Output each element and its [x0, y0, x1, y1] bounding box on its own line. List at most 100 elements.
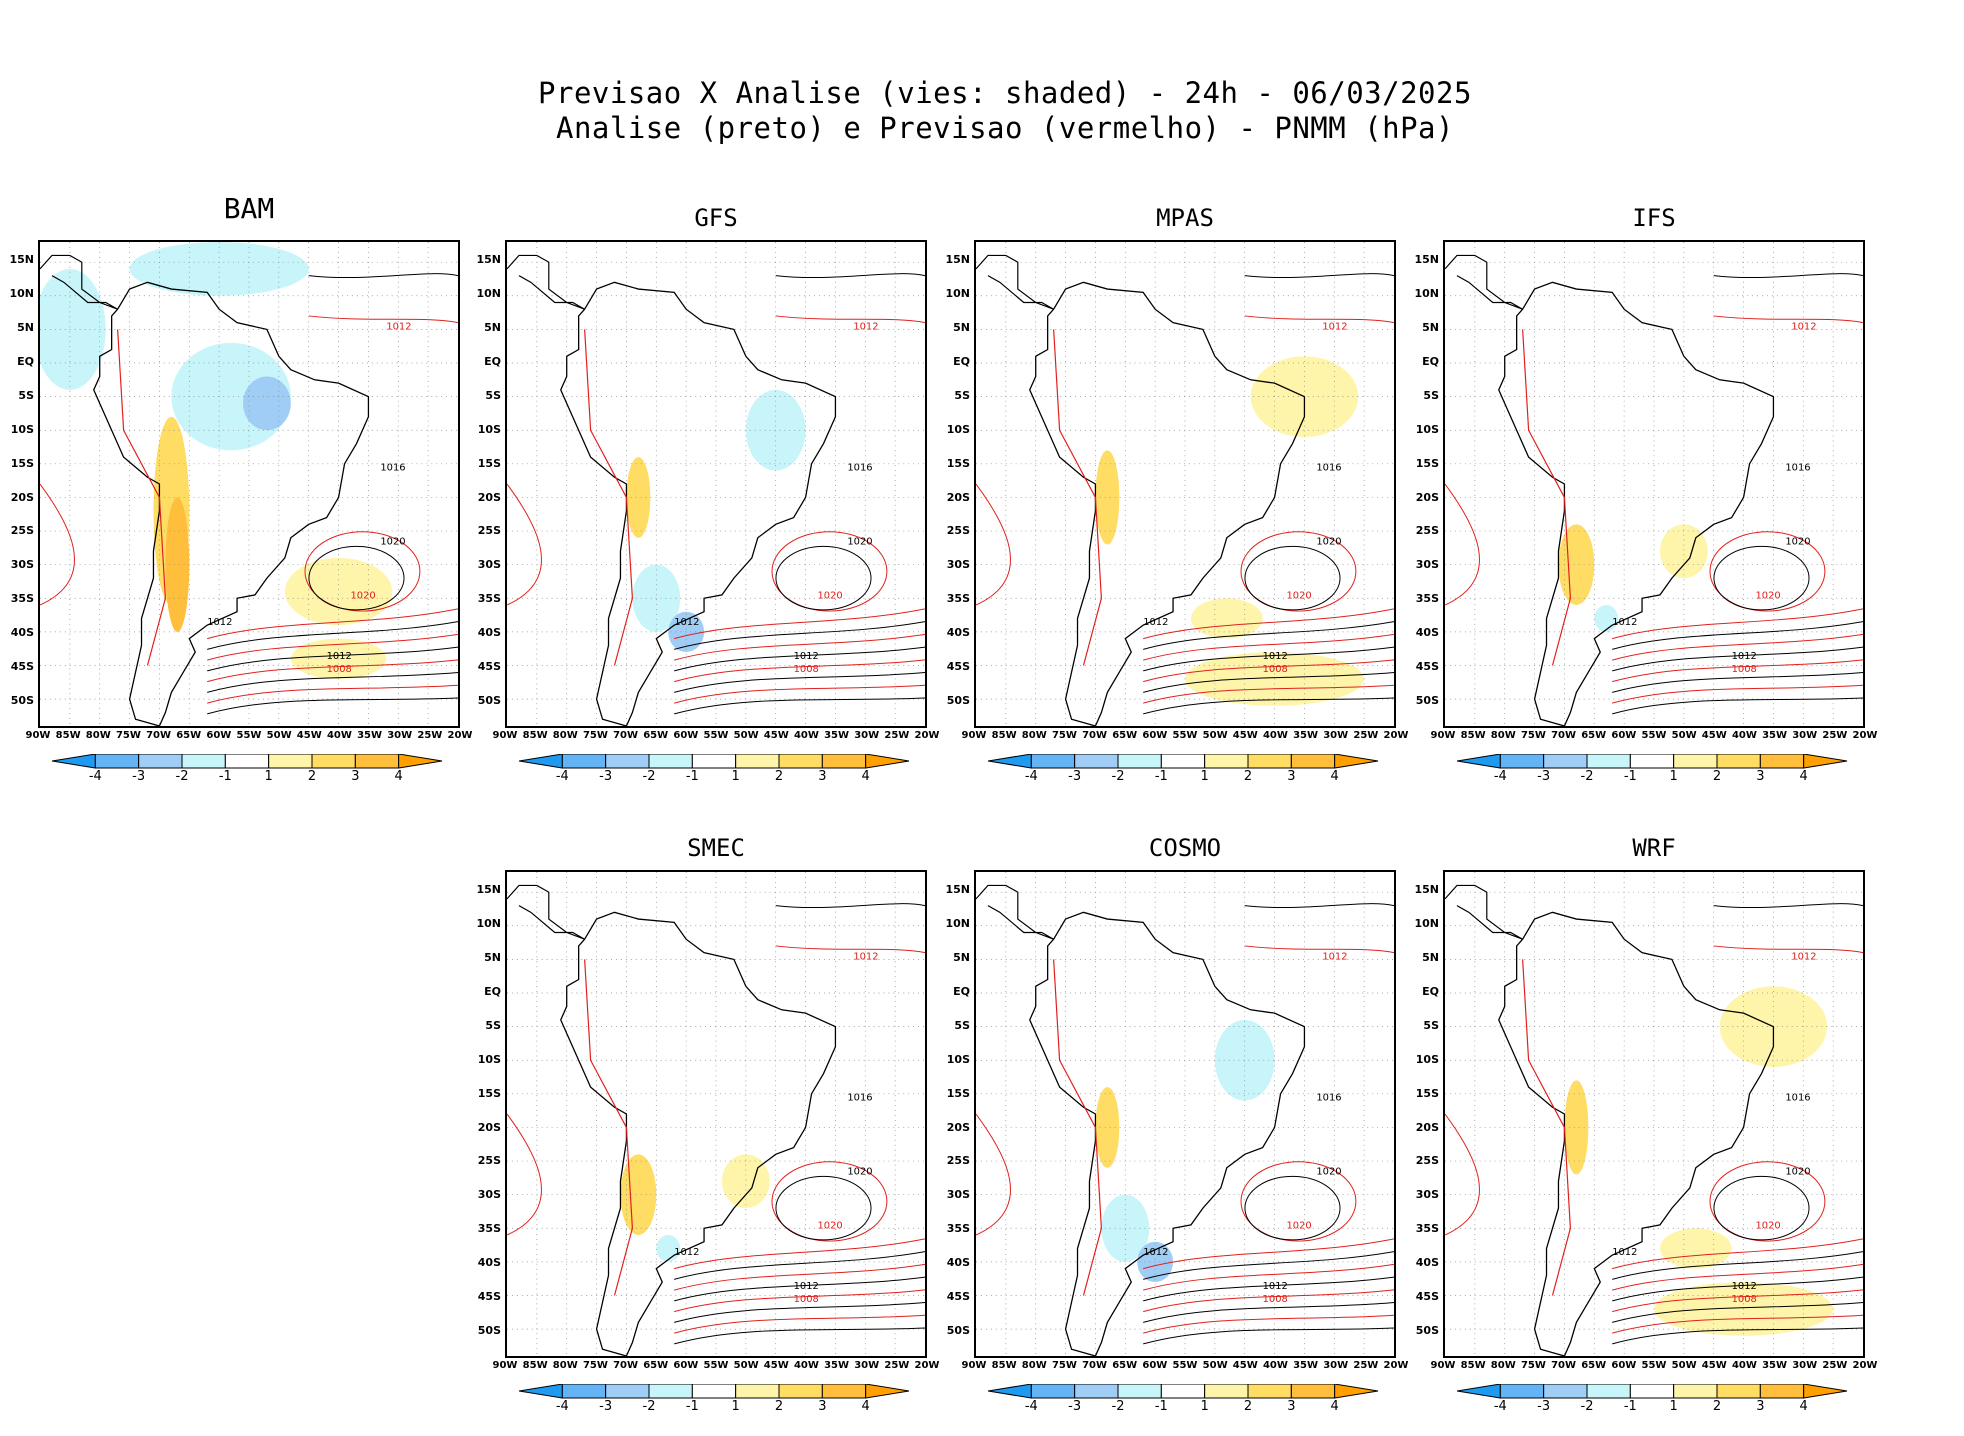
isobar-label: 1020: [1785, 1166, 1810, 1177]
lon-tick-label: 40W: [793, 730, 819, 741]
colorbar-segment: [1803, 1384, 1848, 1399]
colorbar-segment: [1204, 754, 1249, 769]
lon-tick-label: 35W: [1762, 730, 1788, 741]
isobar-line: [775, 945, 925, 954]
colorbar: [52, 754, 443, 769]
lat-tick-label: 45S: [10, 660, 34, 673]
colorbar-segment: [1117, 754, 1162, 769]
map-panel-cosmo: 1020 1020 1012 1008 1016 1012 1012: [974, 870, 1396, 1358]
lon-tick-label: 80W: [552, 730, 578, 741]
isobar-label: 1012: [1732, 1281, 1757, 1292]
lon-tick-label: 90W: [1430, 730, 1456, 741]
colorbar-segment: [1204, 1384, 1249, 1399]
colorbar-label: 1: [1669, 769, 1678, 784]
isobar-label: 1012: [1143, 617, 1168, 628]
colorbar-label: -4: [1024, 769, 1038, 784]
isobar-label: 1020: [847, 1166, 872, 1177]
isobar-label: 1020: [1756, 1220, 1781, 1231]
colorbar-label: -2: [1580, 1399, 1594, 1414]
isobar-line: [674, 1327, 925, 1345]
isobar-label: 1012: [853, 951, 878, 962]
isobar-label: 1008: [794, 664, 819, 675]
colorbar-label: 4: [861, 1399, 870, 1414]
isobar-line: [674, 608, 925, 640]
isobar-label: 1012: [674, 617, 699, 628]
lat-tick-label: EQ: [1422, 985, 1439, 998]
isobar-label: 1012: [674, 1247, 699, 1258]
map-canvas: 1020 1020 1012 1008 1016 1012 1012: [976, 242, 1394, 726]
colorbar-segment: [1629, 754, 1675, 769]
isobar-line: [1612, 1276, 1863, 1302]
isobar-line: [1612, 633, 1863, 661]
isobar-label: 1012: [1791, 321, 1816, 332]
colorbar-segment: [605, 754, 650, 769]
lat-tick-label: EQ: [953, 985, 970, 998]
lon-tick-label: 40W: [326, 730, 352, 741]
lat-tick-label: 5S: [954, 1018, 970, 1032]
isobar-line: [207, 621, 458, 650]
colorbar-segment: [1673, 754, 1718, 769]
isobar-label: 1012: [1322, 951, 1347, 962]
isobar-label: 1020: [351, 590, 376, 601]
lon-tick-label: 45W: [1232, 1360, 1258, 1371]
isobar-line: [207, 633, 458, 661]
lon-tick-label: 50W: [266, 730, 292, 741]
colorbar-label: 2: [774, 769, 784, 784]
isobar-label: 1012: [207, 617, 232, 628]
lat-tick-label: 10S: [1415, 1052, 1439, 1066]
isobar-line: [584, 329, 633, 666]
lon-tick-label: 30W: [387, 730, 413, 741]
lon-tick-label: 30W: [1323, 730, 1349, 741]
lon-tick-label: 45W: [1701, 1360, 1727, 1371]
lat-tick-label: 5N: [1422, 321, 1439, 335]
lat-tick-label: 30S: [477, 1188, 501, 1202]
bias-shade: [745, 389, 806, 471]
colorbar-label: 2: [1243, 769, 1253, 784]
colorbar-segment: [561, 1384, 607, 1399]
lat-tick-label: 45S: [946, 1290, 970, 1303]
colorbar-label: 2: [774, 1399, 784, 1414]
colorbar-label: -4: [555, 769, 569, 784]
panel-title: COSMO: [1148, 834, 1222, 862]
lat-tick-label: EQ: [17, 355, 34, 368]
lon-tick-label: 40W: [1731, 1360, 1757, 1371]
lon-tick-label: 50W: [733, 1360, 759, 1371]
lon-tick-label: 70W: [613, 730, 639, 741]
panel-title: WRF: [1632, 834, 1676, 862]
lat-tick-label: 35S: [10, 592, 34, 606]
colorbar-label: -1: [1623, 1399, 1637, 1414]
isobar-line: [1143, 672, 1394, 693]
colorbar-label: 1: [731, 769, 740, 784]
colorbar-segment: [778, 754, 823, 769]
lon-tick-label: 25W: [417, 730, 443, 741]
colorbar-label: -1: [1154, 769, 1168, 784]
lon-tick-label: 25W: [1822, 1360, 1848, 1371]
colorbar-segment: [268, 754, 313, 769]
isobar-line: [304, 531, 421, 612]
lon-tick-label: 65W: [176, 730, 202, 741]
bias-shade: [40, 268, 106, 390]
isobar-label: 1020: [380, 536, 405, 547]
isobar-line: [1612, 621, 1863, 650]
isobar-line: [1612, 1251, 1863, 1280]
colorbar-label: -3: [1068, 769, 1082, 784]
lat-tick-label: 40S: [10, 626, 34, 640]
isobar-line: [1143, 1263, 1394, 1291]
colorbar: [988, 754, 1379, 769]
lon-tick-label: 90W: [492, 730, 518, 741]
colorbar: [988, 1384, 1379, 1399]
isobar-label: 1012: [1143, 1247, 1168, 1258]
isobar-line: [1143, 684, 1394, 704]
colorbar-segment: [1290, 1384, 1336, 1399]
isobar-line: [976, 483, 1011, 606]
lon-tick-label: 55W: [1641, 1360, 1667, 1371]
isobar-label: 1012: [1322, 321, 1347, 332]
colorbar-segment: [1716, 754, 1761, 769]
colorbar-label: 3: [1287, 1399, 1296, 1414]
colorbar-segment: [605, 1384, 650, 1399]
lat-tick-label: 10S: [946, 422, 970, 436]
isobar-line: [674, 659, 925, 683]
lon-tick-label: 75W: [1520, 1360, 1546, 1371]
lon-tick-label: 80W: [1021, 1360, 1047, 1371]
lat-tick-label: 5N: [484, 951, 501, 965]
